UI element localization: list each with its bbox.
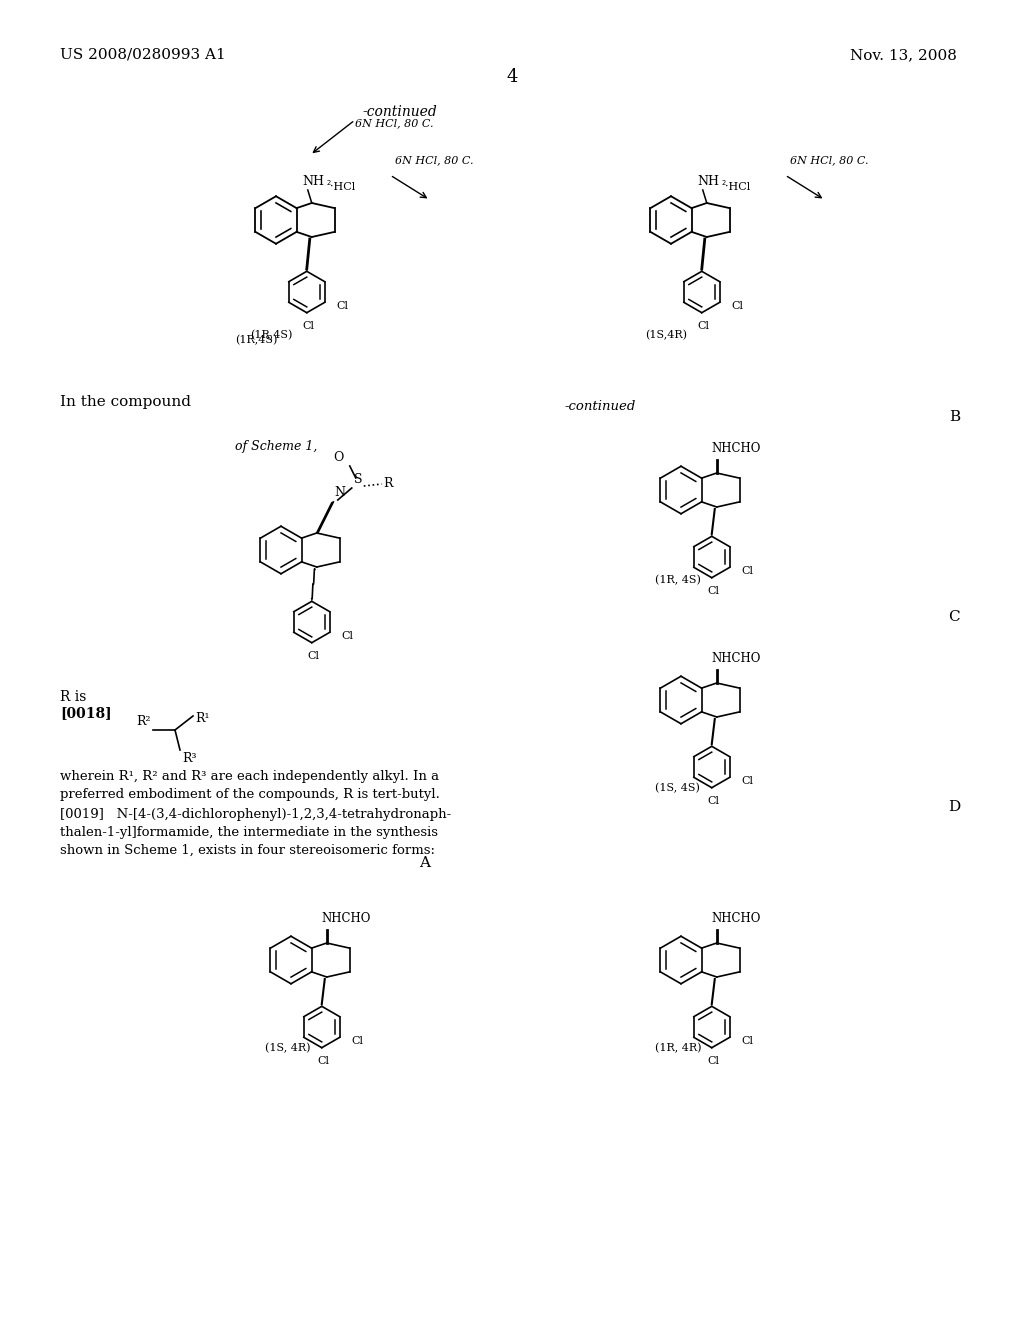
Text: Cl: Cl	[741, 1036, 754, 1047]
Text: Cl: Cl	[303, 321, 314, 331]
Text: Cl: Cl	[741, 566, 754, 577]
Text: C: C	[948, 610, 961, 624]
Text: (1S, 4R): (1S, 4R)	[265, 1043, 310, 1053]
Text: NHCHO: NHCHO	[712, 442, 761, 455]
Text: R: R	[384, 478, 393, 491]
Text: NHCHO: NHCHO	[322, 912, 371, 925]
Text: Cl: Cl	[697, 321, 710, 331]
Text: Cl: Cl	[708, 1056, 720, 1065]
Text: (1R,4S): (1R,4S)	[250, 330, 293, 341]
Text: Cl: Cl	[317, 1056, 330, 1065]
Text: [0019]   N-[4-(3,4-dichlorophenyl)-1,2,3,4-tetrahydronaph-
thalen-1-yl]formamide: [0019] N-[4-(3,4-dichlorophenyl)-1,2,3,4…	[60, 808, 452, 857]
Text: $_2$: $_2$	[326, 178, 332, 187]
Text: Nov. 13, 2008: Nov. 13, 2008	[850, 48, 956, 62]
Text: (1R,4S): (1R,4S)	[234, 335, 278, 346]
Text: Cl: Cl	[741, 776, 754, 787]
Text: 4: 4	[506, 69, 518, 86]
Text: $_2$: $_2$	[721, 178, 726, 187]
Text: 6N HCl, 80 C.: 6N HCl, 80 C.	[790, 154, 868, 165]
Text: R²: R²	[136, 715, 151, 729]
Text: -continued: -continued	[564, 400, 636, 413]
Text: US 2008/0280993 A1: US 2008/0280993 A1	[60, 48, 225, 62]
Text: S: S	[353, 473, 362, 486]
Text: NH: NH	[303, 176, 325, 187]
Text: Cl: Cl	[337, 301, 349, 312]
Text: A: A	[419, 855, 430, 870]
Text: R is: R is	[60, 690, 86, 704]
Text: NH: NH	[697, 176, 720, 187]
Text: NHCHO: NHCHO	[712, 912, 761, 925]
Text: ·HCl: ·HCl	[330, 182, 355, 191]
Text: Cl: Cl	[708, 796, 720, 805]
Text: NHCHO: NHCHO	[712, 652, 761, 665]
Text: ·HCl: ·HCl	[725, 182, 750, 191]
Text: (1R, 4R): (1R, 4R)	[655, 1043, 701, 1053]
Text: D: D	[948, 800, 961, 814]
Text: Cl: Cl	[351, 1036, 364, 1047]
Text: Cl: Cl	[308, 651, 319, 661]
Text: R¹: R¹	[195, 711, 210, 725]
Text: (1S,4R): (1S,4R)	[645, 330, 687, 341]
Text: 6N HCl, 80 C.: 6N HCl, 80 C.	[395, 154, 473, 165]
Text: wherein R¹, R² and R³ are each independently alkyl. In a
preferred embodiment of: wherein R¹, R² and R³ are each independe…	[60, 770, 440, 801]
Text: of Scheme 1,: of Scheme 1,	[234, 440, 317, 453]
Text: (1R, 4S): (1R, 4S)	[655, 576, 700, 585]
Text: O: O	[334, 451, 344, 465]
Text: (1S, 4S): (1S, 4S)	[655, 783, 699, 793]
Text: In the compound: In the compound	[60, 395, 191, 409]
Text: N: N	[335, 486, 346, 499]
Text: 6N HCl, 80 C.: 6N HCl, 80 C.	[355, 117, 433, 128]
Text: [0018]: [0018]	[60, 706, 112, 719]
Text: B: B	[949, 411, 961, 424]
Text: -continued: -continued	[362, 106, 437, 119]
Text: Cl: Cl	[732, 301, 743, 312]
Text: Cl: Cl	[342, 631, 353, 642]
Text: R³: R³	[182, 752, 197, 766]
Text: Cl: Cl	[708, 586, 720, 595]
